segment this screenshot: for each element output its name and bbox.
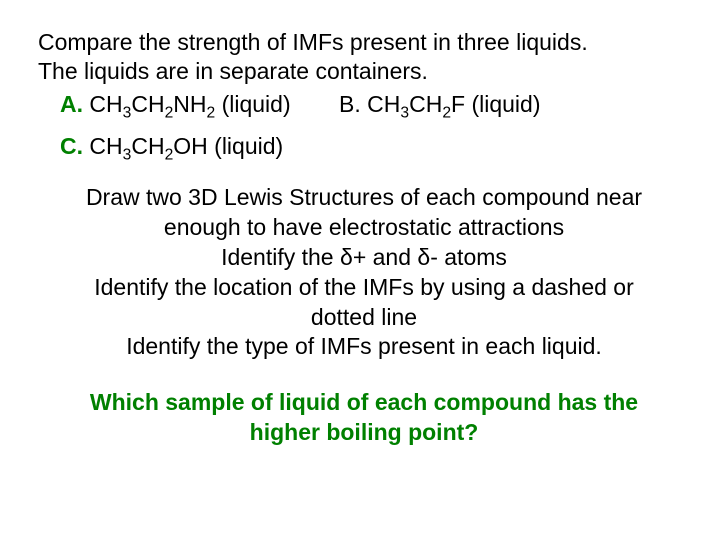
instruction-line-3: Identify the δ+ and δ- atoms: [42, 243, 686, 273]
option-b-label: B.: [339, 91, 361, 117]
intro-line-1: Compare the strength of IMFs present in …: [38, 28, 690, 57]
instruction-line-6: Identify the type of IMFs present in eac…: [42, 332, 686, 362]
option-a-formula: CH3CH2NH2 (liquid): [83, 91, 297, 117]
slide-container: Compare the strength of IMFs present in …: [0, 0, 720, 540]
intro-text: Compare the strength of IMFs present in …: [38, 28, 690, 161]
question-block: Which sample of liquid of each compound …: [38, 388, 690, 448]
option-a-label: A.: [60, 91, 83, 117]
instruction-line-5: dotted line: [42, 303, 686, 333]
option-c-label: C.: [60, 133, 83, 159]
option-b-formula: CH3CH2F (liquid): [361, 91, 541, 117]
options-row-1: A. CH3CH2NH2 (liquid) B. CH3CH2F (liquid…: [38, 90, 690, 119]
question-line-2: higher boiling point?: [48, 418, 680, 448]
option-c-formula: CH3CH2OH (liquid): [83, 133, 283, 159]
instruction-line-1: Draw two 3D Lewis Structures of each com…: [42, 183, 686, 213]
options-row-2: C. CH3CH2OH (liquid): [38, 132, 690, 161]
instruction-line-4: Identify the location of the IMFs by usi…: [42, 273, 686, 303]
instruction-line-2: enough to have electrostatic attractions: [42, 213, 686, 243]
question-line-1: Which sample of liquid of each compound …: [48, 388, 680, 418]
instructions-block: Draw two 3D Lewis Structures of each com…: [38, 183, 690, 362]
intro-line-2: The liquids are in separate containers.: [38, 57, 690, 86]
